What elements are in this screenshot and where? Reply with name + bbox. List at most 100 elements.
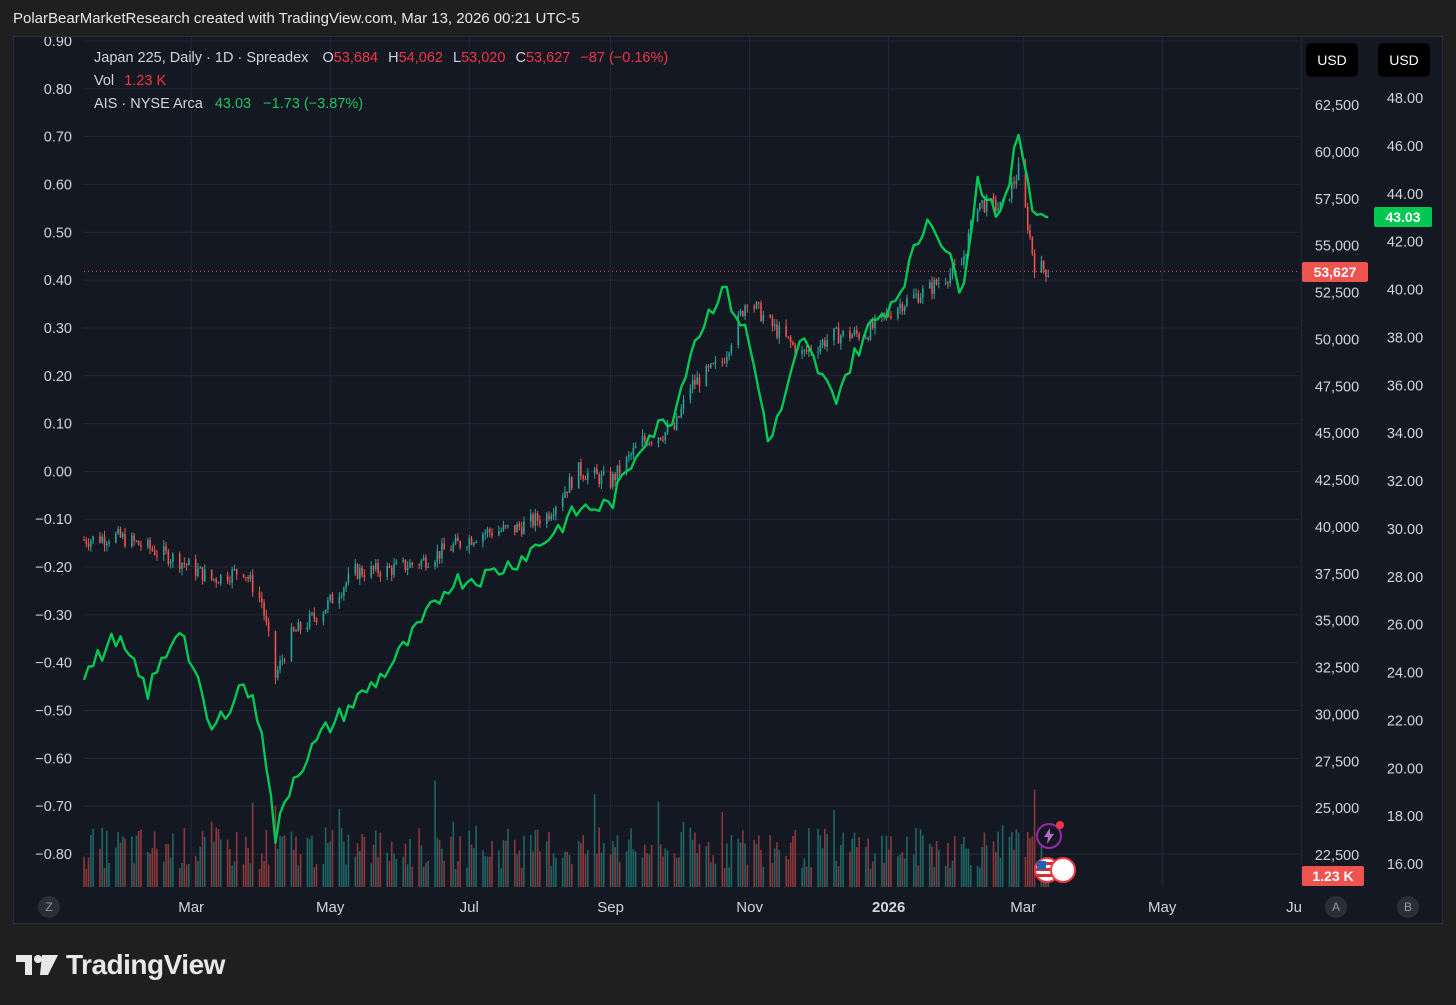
volume-bar: [204, 836, 206, 887]
us-flag-event-icon-2[interactable]: [1050, 857, 1076, 883]
volume-bar: [858, 837, 860, 887]
volume-bar: [443, 860, 445, 887]
volume-bar: [883, 862, 885, 887]
right-axis-b-tick-label: 22.00: [1387, 713, 1423, 729]
candle-body: [992, 196, 995, 200]
volume-bar: [999, 857, 1002, 887]
candle-body: [470, 538, 473, 545]
volume-bar: [776, 842, 778, 887]
left-axis-tick-label: −0.30: [35, 608, 72, 624]
volume-bar: [523, 835, 525, 887]
candle-body: [466, 547, 468, 549]
volume-bar: [826, 834, 828, 887]
left-axis-tick-label: 0.60: [44, 177, 72, 193]
volume-bar: [1031, 836, 1034, 887]
candle-body: [121, 534, 124, 538]
candle-body: [689, 388, 692, 400]
currency-button-scale-b[interactable]: USD: [1378, 43, 1430, 77]
volume-bar: [967, 848, 970, 887]
volume-bar: [379, 832, 382, 887]
chart-svg[interactable]: 0.90 0.80 0.70 0.60 0.50 0.40 0.30 0.20 0.10 0.00…: [14, 37, 1444, 925]
volume-bar: [630, 828, 632, 887]
candle-body: [949, 273, 952, 283]
candle-body: [172, 553, 174, 562]
tradingview-logo[interactable]: TradingView: [16, 948, 225, 982]
right-axis-b-tick-label: 46.00: [1387, 139, 1423, 155]
volume-bar: [99, 848, 101, 887]
candle-body: [691, 380, 694, 389]
volume-bar: [359, 851, 361, 887]
candle-body: [776, 324, 778, 338]
volume-bar: [83, 856, 85, 887]
legend-overlay-symbol[interactable]: AIS · NYSE Arca: [94, 96, 203, 112]
volume-bar: [402, 856, 404, 887]
candle-body: [778, 325, 781, 338]
volume-bar: [983, 832, 986, 887]
right-axis-b-tick-label: 24.00: [1387, 666, 1423, 682]
volume-bar: [730, 834, 733, 887]
volume-bar: [995, 851, 997, 887]
candle-body: [746, 305, 749, 307]
zoom-axis-button[interactable]: Z: [38, 896, 60, 918]
candle-body: [233, 569, 236, 571]
volume-bar: [853, 832, 856, 887]
candle-body: [598, 474, 600, 485]
candle-body: [755, 302, 758, 309]
volume-bar: [1008, 836, 1011, 887]
right-axis-a-tick-label: 37,500: [1315, 567, 1359, 583]
right-axis-b-tick-label: 38.00: [1387, 330, 1423, 346]
auto-scale-a-button[interactable]: A: [1325, 896, 1347, 918]
candle-body: [356, 564, 359, 579]
volume-bar: [792, 835, 794, 887]
volume-bar: [329, 841, 331, 887]
legend-symbol[interactable]: Japan 225, Daily · 1D · Spreadex: [94, 50, 309, 66]
volume-bar: [331, 830, 334, 887]
candle-body: [345, 582, 347, 588]
candle-body: [156, 554, 158, 556]
candle-body: [231, 569, 233, 583]
candle-body: [616, 465, 619, 481]
currency-button-scale-a[interactable]: USD: [1306, 43, 1358, 77]
volume-bar: [488, 856, 491, 887]
candle-body: [299, 622, 302, 630]
candle-body: [454, 537, 457, 545]
candle-body: [482, 533, 484, 543]
chart-panel[interactable]: 0.90 0.80 0.70 0.60 0.50 0.40 0.30 0.20 0.10 0.00…: [13, 36, 1443, 924]
volume-bar: [147, 852, 149, 887]
auto-scale-b-button[interactable]: B: [1397, 896, 1419, 918]
volume-bar: [689, 827, 692, 887]
lightning-event-icon[interactable]: [1036, 821, 1064, 849]
candle-body: [434, 561, 436, 567]
candle-body: [245, 577, 247, 579]
volume-bar: [520, 867, 523, 887]
legend-main-row[interactable]: Japan 225, Daily · 1D · Spreadex O53,684…: [94, 47, 668, 70]
volume-bar: [609, 854, 612, 887]
candle-body: [552, 514, 555, 517]
volume-bar: [121, 836, 124, 887]
legend-volume-row[interactable]: Vol 1.23 K: [94, 70, 668, 93]
x-axis-tick-label: May: [1148, 899, 1177, 916]
candle-body: [313, 613, 316, 619]
candle-body: [874, 317, 876, 329]
candle-body: [760, 303, 762, 322]
candle-body: [507, 525, 509, 527]
volume-bar: [1010, 831, 1013, 887]
candle-body: [308, 613, 311, 628]
candle-body: [315, 618, 318, 623]
volume-bar: [313, 867, 316, 887]
volume-bar: [486, 856, 489, 887]
candle-body: [534, 513, 537, 526]
candle-body: [833, 328, 835, 341]
volume-bar: [912, 854, 915, 887]
volume-bar: [133, 863, 135, 887]
volume-bar: [922, 835, 924, 887]
right-axis-b-tick-label: 44.00: [1387, 187, 1423, 203]
candle-body: [251, 575, 254, 593]
candle-body: [983, 200, 986, 212]
candle-body: [596, 468, 598, 475]
volume-bar: [707, 841, 710, 887]
volume-bar: [762, 866, 765, 887]
volume-bar: [737, 838, 740, 887]
legend-overlay-row[interactable]: AIS · NYSE Arca 43.03 −1.73 (−3.87%): [94, 93, 668, 116]
candle-body: [119, 528, 122, 538]
